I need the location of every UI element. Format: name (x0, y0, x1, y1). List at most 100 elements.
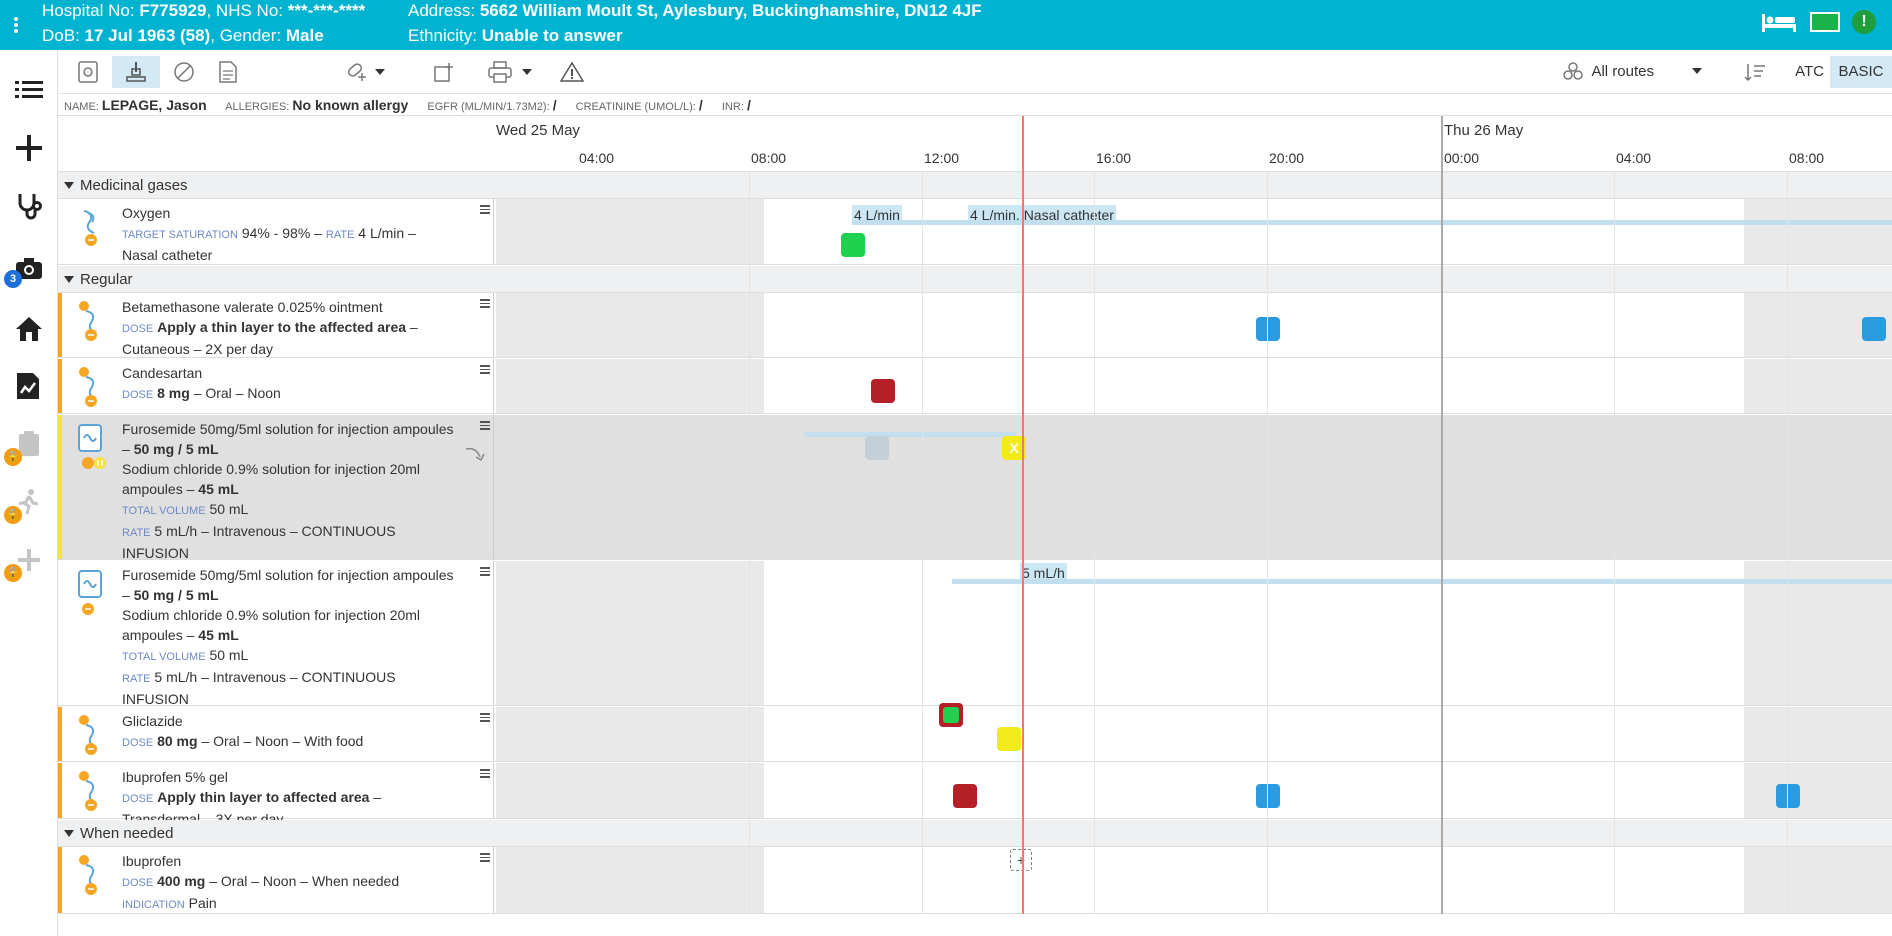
strength: 50 mg / 5 mL (133, 587, 219, 603)
medication-row-ibuprofen-prn[interactable]: Ibuprofen DOSE 400 mg – Oral – Noon – Wh… (58, 847, 1892, 914)
administer-icon[interactable] (112, 56, 160, 88)
clipboard-locked-icon[interactable]: 🔒 (0, 420, 58, 468)
sort-icon[interactable] (1740, 56, 1770, 88)
chevron-down-icon[interactable] (375, 69, 385, 75)
medication-chart: Wed 25 May Thu 26 May 04:00 08:00 12:00 … (58, 116, 1892, 936)
walk-locked-icon[interactable]: 🔒 (0, 478, 58, 526)
dose-value: 8 mg (157, 385, 190, 401)
section-when-needed[interactable]: When needed (58, 820, 1892, 847)
field-label: DOSE (122, 877, 154, 889)
hospital-no-label: Hospital No: (42, 1, 135, 20)
administration-due[interactable] (1256, 784, 1280, 808)
rate-bar (952, 579, 1892, 584)
creatinine-label: CREATININE (UMOL/L): (575, 101, 696, 113)
redo-arrow-icon[interactable] (464, 445, 488, 463)
administration-due[interactable] (1862, 317, 1886, 341)
row-menu-icon[interactable] (480, 853, 490, 864)
document-sign-icon[interactable] (0, 362, 58, 410)
medication-icon (79, 855, 97, 895)
administration-pending[interactable] (997, 727, 1021, 751)
gender: Male (285, 26, 324, 45)
row-menu-icon[interactable] (480, 205, 490, 216)
more-menu-icon[interactable] (14, 15, 20, 35)
drug-name: Candesartan (122, 365, 203, 381)
plus-locked-icon[interactable]: 🔒 (0, 536, 58, 584)
add-prescription-icon[interactable] (340, 56, 390, 88)
chevron-down-icon[interactable] (1692, 68, 1702, 74)
hour-label: 04:00 (1616, 150, 1652, 166)
section-medicinal-gases[interactable]: Medicinal gases (58, 172, 1892, 199)
field-label: TOTAL VOLUME (122, 651, 206, 663)
creatinine-value: / (698, 97, 703, 113)
collapse-icon (64, 830, 74, 837)
camera-icon[interactable]: 3 (0, 244, 58, 292)
medication-icon (79, 715, 97, 755)
hour-label: 12:00 (924, 150, 960, 166)
home-icon[interactable] (0, 305, 58, 353)
row-menu-icon[interactable] (480, 421, 490, 432)
row-menu-icon[interactable] (480, 365, 490, 376)
warning-icon[interactable] (552, 56, 592, 88)
print-icon[interactable] (480, 56, 540, 88)
add-administration-button[interactable]: + (1010, 849, 1032, 871)
medication-icon (79, 367, 97, 407)
medication-row-betamethasone[interactable]: Betamethasone valerate 0.025% ointment D… (58, 293, 1892, 358)
day-boundary-line (1441, 116, 1443, 914)
strength: 50 mg / 5 mL (133, 441, 219, 457)
inr-value: / (746, 97, 751, 113)
timeline-header: Wed 25 May Thu 26 May 04:00 08:00 12:00 … (58, 116, 1892, 172)
route-frequency: – Oral – Noon – With food (201, 733, 364, 749)
chevron-down-icon[interactable] (522, 69, 532, 75)
medication-row-furosemide-infusion-paused[interactable]: Furosemide 50mg/5ml solution for injecti… (58, 415, 1892, 561)
drug-name: Ibuprofen (122, 853, 182, 869)
hour-label: 08:00 (1789, 150, 1825, 166)
administration-missed[interactable] (871, 379, 895, 403)
pill-icon[interactable] (164, 56, 204, 88)
section-title: When needed (80, 825, 174, 842)
medication-row-oxygen[interactable]: Oxygen TARGET SATURATION 94% - 98% – RAT… (58, 199, 1892, 265)
document-icon[interactable] (208, 56, 248, 88)
diluent-name: Sodium chloride 0.9% solution for inject… (122, 461, 421, 497)
administration-given[interactable] (943, 707, 959, 723)
row-menu-icon[interactable] (480, 567, 490, 578)
administration-missed[interactable] (953, 784, 977, 808)
routes-filter[interactable]: All routes (1563, 62, 1702, 80)
hour-label: 20:00 (1269, 150, 1305, 166)
row-menu-icon[interactable] (480, 713, 490, 724)
total-volume: 50 mL (209, 501, 249, 517)
route: Nasal catheter (122, 247, 213, 263)
name-label: NAME: (64, 101, 99, 113)
target-saturation: 94% - 98% (241, 225, 311, 241)
medication-row-candesartan[interactable]: Candesartan DOSE 8 mg – Oral – Noon (58, 359, 1892, 414)
row-menu-icon[interactable] (480, 299, 490, 310)
medication-row-gliclazide[interactable]: Gliclazide DOSE 80 mg – Oral – Noon – Wi… (58, 707, 1892, 762)
section-regular[interactable]: Regular (58, 266, 1892, 293)
bed-icon[interactable] (1760, 10, 1798, 34)
field-label: RATE (325, 229, 355, 241)
administration-given[interactable] (841, 233, 865, 257)
stethoscope-icon[interactable] (0, 182, 58, 230)
basic-toggle[interactable]: BASIC (1830, 56, 1892, 88)
ethnicity-label: Ethnicity: (408, 26, 477, 45)
medication-row-ibuprofen-gel[interactable]: Ibuprofen 5% gel DOSE Apply thin layer t… (58, 763, 1892, 827)
alert-icon[interactable]: ! (1852, 10, 1876, 34)
field-label: DOSE (122, 323, 154, 335)
administration-due[interactable] (1776, 784, 1800, 808)
prescription-icon[interactable] (68, 56, 108, 88)
infusion-icon (78, 424, 106, 469)
administration-stopped[interactable] (865, 436, 889, 460)
row-menu-icon[interactable] (480, 769, 490, 780)
atc-toggle[interactable]: ATC (1795, 63, 1824, 80)
gender-label: Gender: (219, 26, 282, 45)
order-set-icon[interactable] (424, 56, 464, 88)
patient-banner: Hospital No: F775929, NHS No: ***-***-**… (0, 0, 1892, 50)
patient-summary-bar: NAME: LEPAGE, Jason ALLERGIES: No known … (58, 94, 1892, 116)
infusion-icon (78, 570, 102, 615)
rate-bar (804, 432, 1016, 437)
add-icon[interactable] (0, 124, 58, 172)
medication-row-furosemide-infusion[interactable]: Furosemide 50mg/5ml solution for injecti… (58, 561, 1892, 707)
collapse-icon (64, 276, 74, 283)
list-icon[interactable] (0, 66, 58, 114)
administration-due[interactable] (1256, 317, 1280, 341)
status-indicator-icon[interactable] (1810, 12, 1840, 32)
